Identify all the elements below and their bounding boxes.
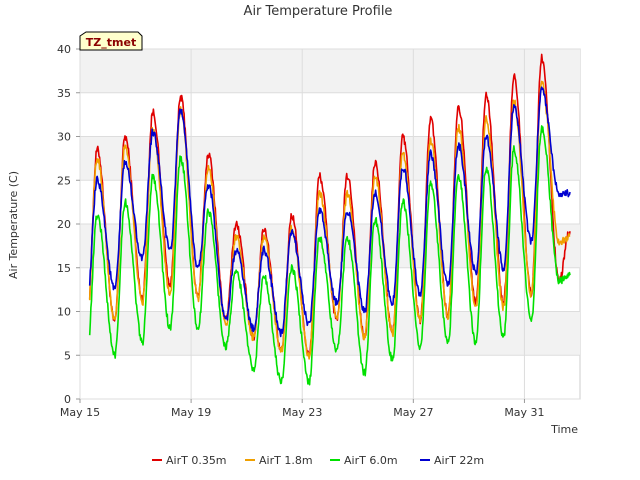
legend-label: AirT 6.0m <box>344 454 398 467</box>
legend-label: AirT 22m <box>434 454 484 467</box>
y-tick-label: 30 <box>57 131 71 144</box>
site-label-box <box>79 31 143 51</box>
y-tick-label: 5 <box>64 349 71 362</box>
x-axis: May 15 May 19 May 23 May 27 May 31 <box>60 399 545 419</box>
site-label-text: TZ_tmet <box>86 36 136 49</box>
y-axis: 0 5 10 15 20 25 30 35 40 <box>57 43 80 406</box>
legend: AirT 0.35m AirT 1.8m AirT 6.0m AirT 22m <box>152 454 484 467</box>
y-tick-label: 15 <box>57 262 71 275</box>
legend-label: AirT 0.35m <box>166 454 227 467</box>
y-tick-label: 0 <box>64 393 71 406</box>
x-tick-label: May 15 <box>60 406 100 419</box>
y-tick-label: 25 <box>57 174 71 187</box>
grid-band <box>80 136 580 181</box>
y-axis-title: Air Temperature (C) <box>7 171 20 279</box>
grid-lines <box>79 48 580 400</box>
x-tick-label: May 19 <box>171 406 211 419</box>
legend-label: AirT 1.8m <box>259 454 313 467</box>
y-tick-label: 20 <box>57 218 71 231</box>
plot-area <box>79 48 581 400</box>
y-tick-label: 10 <box>57 306 71 319</box>
x-tick-label: May 27 <box>393 406 433 419</box>
series-line-airt-6-0m <box>88 125 571 386</box>
site-label: TZ_tmet <box>79 31 143 51</box>
chart-title: Air Temperature Profile <box>244 4 393 19</box>
series-line-airt-22m <box>88 86 571 338</box>
series-lines <box>88 53 571 386</box>
grid-band <box>80 49 580 93</box>
x-tick-label: May 23 <box>282 406 322 419</box>
y-tick-label: 35 <box>57 87 71 100</box>
x-tick-label: May 31 <box>504 406 544 419</box>
x-axis-title: Time <box>550 423 578 436</box>
y-tick-label: 40 <box>57 43 71 56</box>
